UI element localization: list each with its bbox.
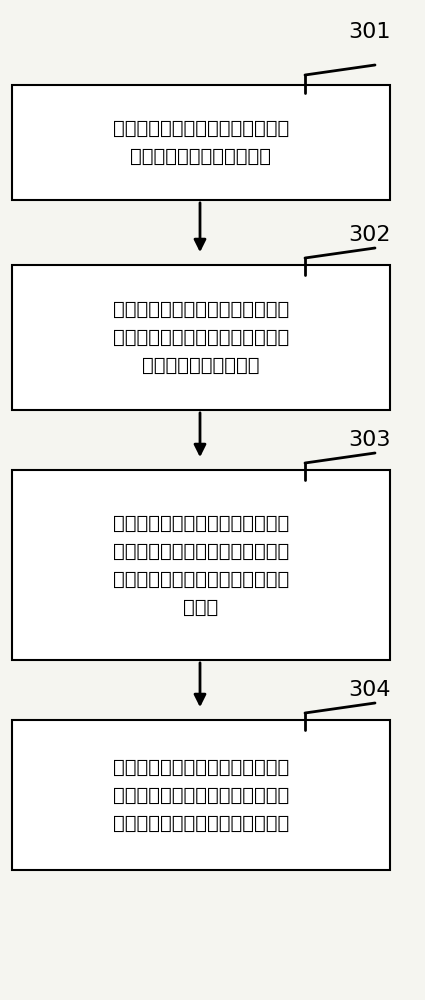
Bar [12, 470, 390, 660]
Bar [12, 720, 390, 870]
Text: 使能整车控制器模型对所述测试信
号执行逻辑处理以生成控制命令，
并向第二被控对象模型发送所述控
制命令: 使能整车控制器模型对所述测试信 号执行逻辑处理以生成控制命令， 并向第二被控对象… [113, 514, 289, 616]
Text: 301: 301 [349, 22, 391, 42]
Bar [12, 265, 390, 410]
Text: 使能第二被控对象模型执行所述控
制命令以生成输出信号，并向所述
整车控制器模型发送所述输出信号: 使能第二被控对象模型执行所述控 制命令以生成输出信号，并向所述 整车控制器模型发… [113, 758, 289, 832]
Bar [12, 85, 390, 200]
Text: 302: 302 [349, 225, 391, 245]
Text: 使能第一被控对象模型根据测试用
例生成测试信号，并向整车控制器
模型发送所述测试信号: 使能第一被控对象模型根据测试用 例生成测试信号，并向整车控制器 模型发送所述测试… [113, 300, 289, 375]
Text: 303: 303 [349, 430, 391, 450]
Text: 304: 304 [349, 680, 391, 700]
Text: 建立第一被控对象模型、整车控制
器模型和第二被控对象模型: 建立第一被控对象模型、整车控制 器模型和第二被控对象模型 [113, 119, 289, 166]
